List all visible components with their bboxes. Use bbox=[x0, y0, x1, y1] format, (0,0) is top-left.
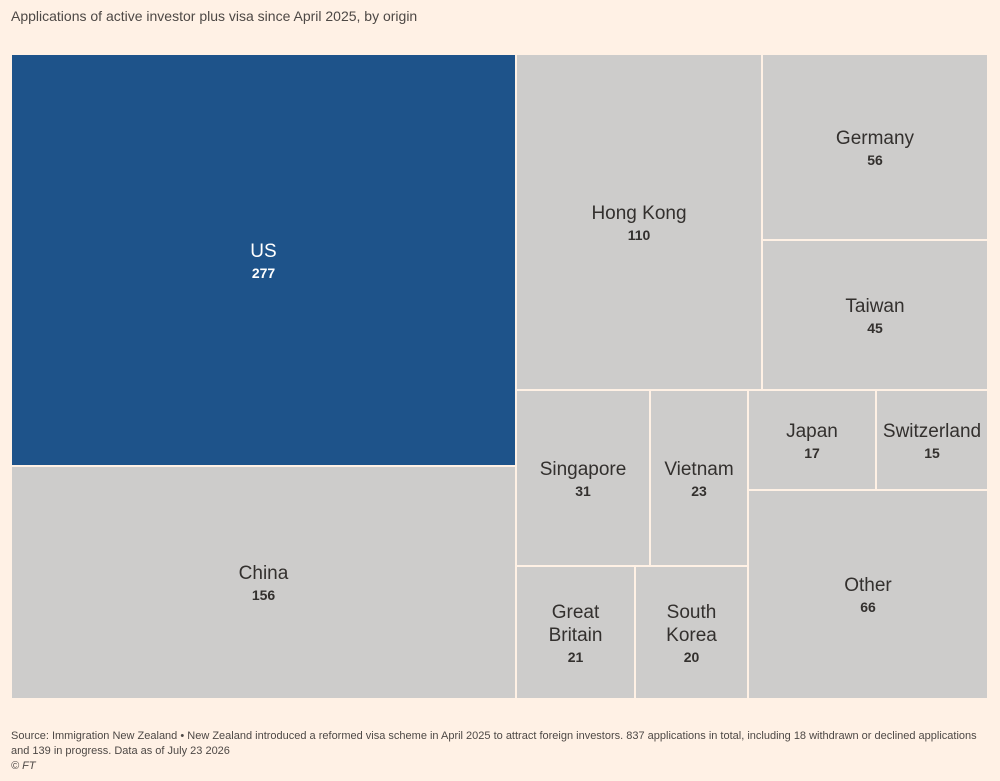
treemap-cell-china: China 156 bbox=[11, 466, 516, 699]
cell-value-vietnam: 23 bbox=[691, 482, 707, 499]
cell-value-us: 277 bbox=[251, 264, 276, 281]
ft-credit: © FT bbox=[11, 760, 36, 772]
cell-value-hong-kong: 110 bbox=[627, 226, 651, 243]
cell-label-vietnam: Vietnam bbox=[664, 458, 734, 480]
treemap-cell-vietnam: Vietnam 23 bbox=[650, 390, 748, 566]
cell-value-germany: 56 bbox=[867, 151, 883, 168]
cell-value-great-britain: 21 bbox=[567, 648, 584, 665]
cell-value-china: 156 bbox=[251, 587, 276, 603]
treemap-cell-taiwan: Taiwan 45 bbox=[762, 240, 988, 390]
cell-value-south-korea: 20 bbox=[683, 648, 700, 665]
cell-label-singapore: Singapore bbox=[539, 458, 627, 480]
chart-title: Applications of active investor plus vis… bbox=[11, 8, 418, 24]
cell-label-other: Other bbox=[844, 575, 892, 596]
treemap-cell-us: US 277 bbox=[11, 54, 516, 466]
cell-label-japan: Japan bbox=[786, 420, 838, 442]
treemap-cell-japan: Japan 17 bbox=[748, 390, 876, 490]
cell-label-hong-kong: Hong Kong bbox=[591, 202, 687, 224]
cell-value-switzerland: 15 bbox=[924, 444, 940, 461]
cell-label-china: China bbox=[238, 563, 289, 584]
treemap-cell-great-britain: Great Britain 21 bbox=[516, 566, 635, 699]
treemap-cell-other: Other 66 bbox=[748, 490, 988, 699]
treemap-cell-hong-kong: Hong Kong 110 bbox=[516, 54, 762, 390]
treemap-cell-south-korea: South Korea 20 bbox=[635, 566, 748, 699]
cell-label-switzerland: Switzerland bbox=[882, 420, 982, 442]
cell-label-taiwan: Taiwan bbox=[845, 295, 905, 317]
cell-label-us: US bbox=[250, 240, 277, 262]
cell-value-other: 66 bbox=[860, 599, 876, 615]
treemap-cell-singapore: Singapore 31 bbox=[516, 390, 650, 566]
treemap-cell-germany: Germany 56 bbox=[762, 54, 988, 240]
cell-label-great-britain: Great Britain bbox=[548, 601, 603, 646]
cell-value-singapore: 31 bbox=[575, 482, 591, 499]
treemap-cell-switzerland: Switzerland 15 bbox=[876, 390, 988, 490]
cell-label-germany: Germany bbox=[835, 127, 915, 149]
cell-label-south-korea: South Korea bbox=[666, 601, 717, 646]
cell-value-japan: 17 bbox=[804, 444, 820, 461]
source-footnote: Source: Immigration New Zealand • New Ze… bbox=[11, 730, 977, 757]
cell-value-taiwan: 45 bbox=[867, 319, 883, 336]
